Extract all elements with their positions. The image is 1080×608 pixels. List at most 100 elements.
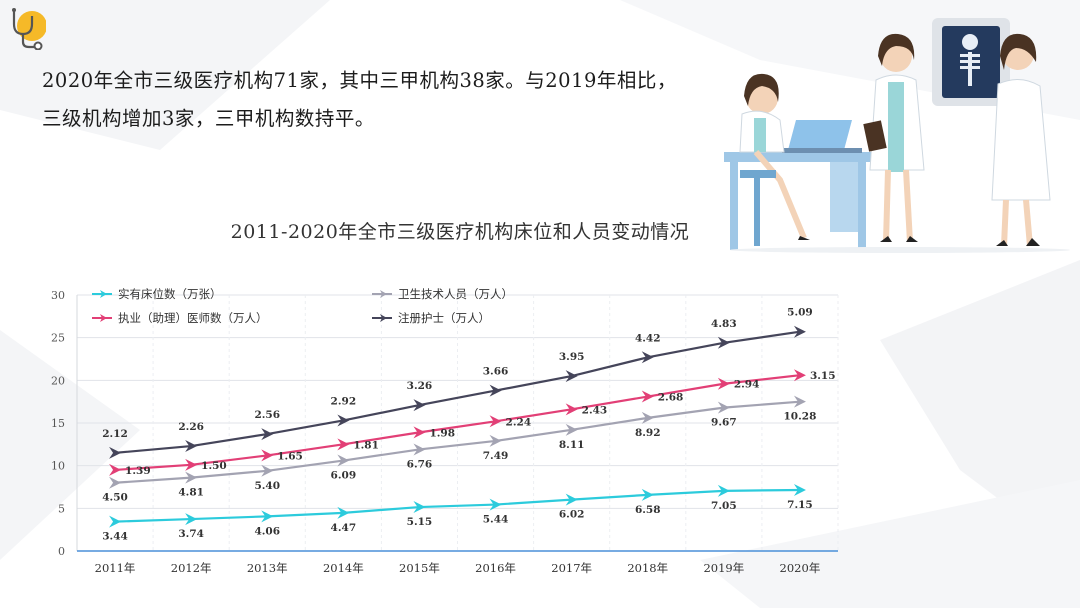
data-point-doctors bbox=[337, 438, 350, 451]
x-tick-label: 2012年 bbox=[171, 561, 212, 575]
data-point-doctors bbox=[793, 369, 806, 382]
data-label-tech: 6.09 bbox=[331, 470, 357, 482]
data-label-beds: 7.05 bbox=[711, 500, 737, 512]
data-label-doctors: 3.15 bbox=[810, 370, 836, 382]
data-label-nurses: 2.56 bbox=[254, 409, 280, 421]
data-label-doctors: 1.65 bbox=[277, 450, 303, 462]
data-point-doctors bbox=[261, 449, 274, 462]
data-point-beds bbox=[261, 510, 274, 523]
data-point-nurses bbox=[717, 336, 730, 349]
legend-marker-beds bbox=[100, 290, 107, 298]
chart-title: 2011-2020年全市三级医疗机构床位和人员变动情况 bbox=[230, 221, 690, 243]
data-label-nurses: 3.26 bbox=[407, 380, 433, 392]
data-point-tech bbox=[261, 464, 274, 477]
data-point-tech bbox=[641, 411, 654, 424]
data-point-beds bbox=[337, 506, 350, 519]
data-point-tech bbox=[793, 395, 806, 408]
stethoscope-logo-icon bbox=[12, 8, 46, 50]
data-point-nurses bbox=[793, 325, 806, 338]
data-label-beds: 7.15 bbox=[787, 499, 813, 511]
data-point-nurses bbox=[641, 351, 654, 364]
data-label-tech: 4.50 bbox=[102, 492, 128, 504]
data-label-doctors: 2.24 bbox=[506, 416, 532, 428]
chart-legend: 实有床位数（万张） 卫生技术人员（万人） 执业（助理）医师数（万人） 注册护士（万人） bbox=[92, 287, 513, 325]
legend-label-doctors: 执业（助理）医师数（万人） bbox=[118, 311, 268, 325]
data-label-doctors: 1.81 bbox=[353, 439, 379, 451]
data-label-doctors: 1.50 bbox=[201, 460, 227, 472]
data-label-tech: 10.28 bbox=[784, 411, 817, 423]
chart-grid bbox=[77, 294, 839, 551]
data-point-beds bbox=[641, 488, 654, 501]
data-label-nurses: 3.95 bbox=[559, 351, 585, 363]
data-point-beds bbox=[793, 483, 806, 496]
legend-marker-tech bbox=[380, 290, 387, 298]
data-label-beds: 6.58 bbox=[635, 504, 661, 516]
data-point-doctors bbox=[565, 403, 578, 416]
data-label-beds: 3.44 bbox=[102, 531, 128, 543]
data-point-tech bbox=[185, 471, 198, 484]
data-point-tech bbox=[565, 423, 578, 436]
x-tick-label: 2017年 bbox=[551, 561, 592, 575]
data-label-tech: 5.40 bbox=[254, 480, 280, 492]
data-point-tech bbox=[337, 454, 350, 467]
data-point-tech bbox=[413, 443, 426, 456]
data-label-doctors: 2.43 bbox=[582, 404, 608, 416]
data-point-nurses bbox=[413, 399, 426, 412]
data-point-beds bbox=[717, 484, 730, 497]
x-tick-label: 2011年 bbox=[95, 561, 136, 575]
data-label-nurses: 3.66 bbox=[483, 366, 509, 378]
data-label-tech: 8.11 bbox=[559, 439, 585, 451]
data-point-doctors bbox=[641, 390, 654, 403]
data-point-beds bbox=[489, 498, 502, 511]
data-label-beds: 4.06 bbox=[254, 525, 280, 537]
data-label-tech: 9.67 bbox=[711, 417, 737, 429]
data-label-doctors: 1.98 bbox=[429, 427, 455, 439]
data-point-doctors bbox=[717, 377, 730, 390]
intro-text: 2020年全市三级医疗机构71家，其中三甲机构38家。与2019年相比，三级机构… bbox=[42, 69, 677, 130]
y-tick-label: 20 bbox=[51, 374, 65, 387]
data-label-tech: 6.76 bbox=[407, 458, 433, 470]
data-point-nurses bbox=[109, 446, 122, 459]
data-point-doctors bbox=[109, 463, 122, 476]
data-point-tech bbox=[109, 476, 122, 489]
data-point-tech bbox=[717, 401, 730, 414]
chart-axes: 0 5 10 15 20 25 30 2011年 2012年 2013年 2014年 2015年 201… bbox=[51, 289, 838, 575]
data-point-nurses bbox=[185, 440, 198, 453]
legend-marker-doctors bbox=[100, 314, 107, 322]
x-tick-label: 2015年 bbox=[399, 561, 440, 575]
data-point-beds bbox=[109, 515, 122, 528]
x-tick-label: 2016年 bbox=[475, 561, 516, 575]
data-label-doctors: 2.94 bbox=[734, 379, 760, 391]
data-label-doctors: 2.68 bbox=[658, 392, 684, 404]
data-label-tech: 7.49 bbox=[483, 450, 509, 462]
y-tick-label: 15 bbox=[51, 417, 65, 430]
data-label-nurses: 4.83 bbox=[711, 318, 737, 330]
data-label-beds: 3.74 bbox=[178, 528, 204, 540]
y-tick-label: 30 bbox=[51, 289, 65, 302]
data-label-beds: 5.15 bbox=[407, 516, 433, 528]
data-label-nurses: 4.42 bbox=[635, 332, 661, 344]
data-label-tech: 4.81 bbox=[178, 487, 204, 499]
series-line-doctors bbox=[114, 374, 801, 472]
y-tick-label: 5 bbox=[58, 502, 65, 515]
data-label-nurses: 2.92 bbox=[331, 395, 357, 407]
data-point-nurses bbox=[489, 384, 502, 397]
legend-label-beds: 实有床位数（万张） bbox=[118, 287, 222, 301]
data-label-nurses: 2.26 bbox=[178, 421, 204, 433]
chart-series: 3.44 3.74 4.06 4.47 5.15 5.44 6.02 6.58 7.05 7.15… bbox=[102, 307, 835, 543]
series-line-nurses bbox=[114, 330, 801, 454]
legend-label-tech: 卫生技术人员（万人） bbox=[398, 287, 513, 301]
x-tick-label: 2013年 bbox=[247, 561, 288, 575]
data-point-beds bbox=[565, 493, 578, 506]
data-point-tech bbox=[489, 434, 502, 447]
data-label-beds: 5.44 bbox=[483, 514, 509, 526]
y-tick-label: 0 bbox=[58, 545, 65, 558]
data-point-nurses bbox=[261, 428, 274, 441]
data-label-beds: 6.02 bbox=[559, 509, 585, 521]
data-point-nurses bbox=[337, 414, 350, 427]
series-line-beds bbox=[115, 488, 800, 523]
data-point-doctors bbox=[489, 415, 502, 428]
data-label-beds: 4.47 bbox=[331, 522, 357, 534]
legend-label-nurses: 注册护士（万人） bbox=[398, 311, 490, 325]
